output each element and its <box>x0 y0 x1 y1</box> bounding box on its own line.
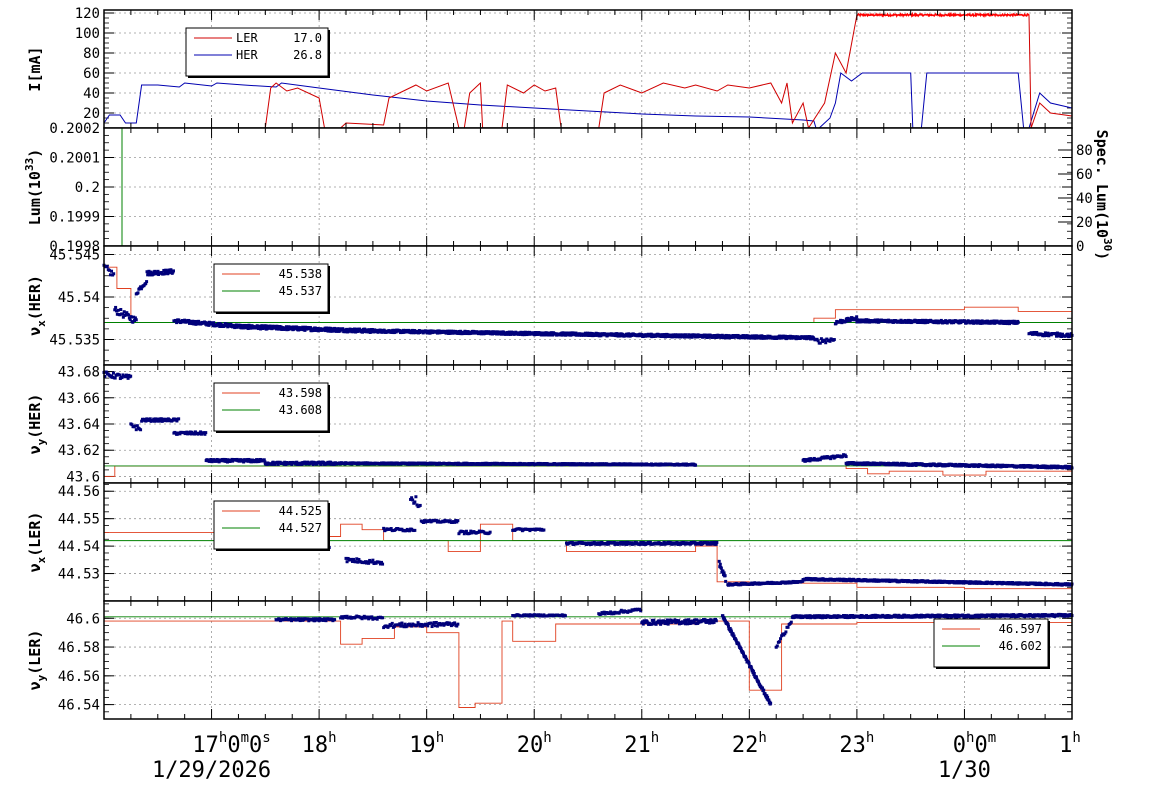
data-point <box>204 431 207 434</box>
legend-value: 26.8 <box>293 48 322 62</box>
data-point <box>419 504 422 507</box>
data-point <box>845 455 848 458</box>
data-point <box>129 375 132 378</box>
legend-label: LER <box>236 31 258 45</box>
ytick-label: 0.1999 <box>49 210 100 226</box>
data-point <box>130 315 133 318</box>
data-point <box>833 338 836 341</box>
y2tick-label: 0 <box>1076 239 1084 255</box>
data-point <box>719 563 722 566</box>
data-point <box>724 580 727 583</box>
ytick-label: 0.2001 <box>49 151 100 167</box>
ytick-label: 20 <box>83 106 100 122</box>
data-point <box>110 270 113 273</box>
legend-label: HER <box>236 48 258 62</box>
data-point <box>112 272 115 275</box>
data-point <box>381 563 384 566</box>
ytick-label: 43.66 <box>58 391 100 407</box>
legend-value: 17.0 <box>293 31 322 45</box>
legend-value: 45.538 <box>279 267 322 281</box>
ytick-label: 43.68 <box>58 365 100 381</box>
data-point <box>106 265 109 268</box>
data-point <box>145 280 148 283</box>
y2tick-label: 60 <box>1076 167 1093 183</box>
y2label: Spec. Lum(1030) <box>1093 130 1114 261</box>
data-point <box>127 313 130 316</box>
data-point <box>123 310 126 313</box>
ytick-label: 0.2002 <box>49 121 100 137</box>
ytick-label: 120 <box>75 6 100 22</box>
ytick-label: 45.535 <box>49 333 100 349</box>
y2tick-label: 20 <box>1076 215 1093 231</box>
data-point <box>177 417 180 420</box>
data-point <box>112 372 115 375</box>
ytick-label: 44.53 <box>58 567 100 583</box>
data-point <box>414 495 417 498</box>
ytick-label: 44.56 <box>58 484 100 500</box>
ytick-label: 45.54 <box>58 290 100 306</box>
data-point <box>724 574 727 577</box>
ytick-label: 40 <box>83 86 100 102</box>
legend-value: 45.537 <box>279 284 322 298</box>
ylabel: I[mA] <box>26 46 44 91</box>
ytick-label: 45.545 <box>49 248 100 264</box>
panel-luminosity: 0.19980.19990.20.20010.2002020406080Lum(… <box>23 121 1114 260</box>
ylabel: Lum(1033) <box>23 149 44 225</box>
data-point <box>114 306 117 309</box>
data-point <box>114 377 117 380</box>
ytick-label: 44.55 <box>58 512 100 528</box>
ytick-label: 100 <box>75 26 100 42</box>
data-point <box>172 269 175 272</box>
panel-nuy_her: 43.6 43.62 43.64 43.66 43.68 νy(HER) 43.598 43.… <box>26 365 1074 486</box>
data-point <box>542 529 545 532</box>
ylabel: νx(HER) <box>26 275 48 336</box>
data-point <box>723 571 726 574</box>
data-point <box>413 500 416 503</box>
ytick-label: 60 <box>83 66 100 82</box>
panel-current: 20 40 60 80 100 120 I[mA] LER 17.0 HER 26.8 <box>26 6 1072 128</box>
data-point <box>413 529 416 532</box>
legend-value: 43.608 <box>279 403 322 417</box>
ytick-label: 0.2 <box>75 180 100 196</box>
data-point <box>119 308 122 311</box>
data-point <box>715 541 718 544</box>
ylabel: νy(HER) <box>26 394 48 455</box>
data-point <box>489 531 492 534</box>
ytick-label: 43.6 <box>66 469 100 485</box>
data-point <box>1017 321 1020 324</box>
ytick-label: 80 <box>83 46 100 62</box>
y2tick-label: 40 <box>1076 191 1093 207</box>
legend-value: 43.598 <box>279 386 322 400</box>
ytick-label: 43.64 <box>58 417 100 433</box>
data-point <box>135 318 138 321</box>
data-point <box>117 309 120 312</box>
data-point <box>694 464 697 467</box>
data-point <box>718 560 721 563</box>
data-point <box>136 291 139 294</box>
ytick-label: 43.62 <box>58 443 100 459</box>
ytick-label: 44.54 <box>58 539 100 555</box>
y2tick-label: 80 <box>1076 143 1093 159</box>
data-point <box>855 315 858 318</box>
data-point <box>1056 332 1059 335</box>
data-point <box>456 519 459 522</box>
data-point <box>139 428 142 431</box>
data-point <box>720 567 723 570</box>
